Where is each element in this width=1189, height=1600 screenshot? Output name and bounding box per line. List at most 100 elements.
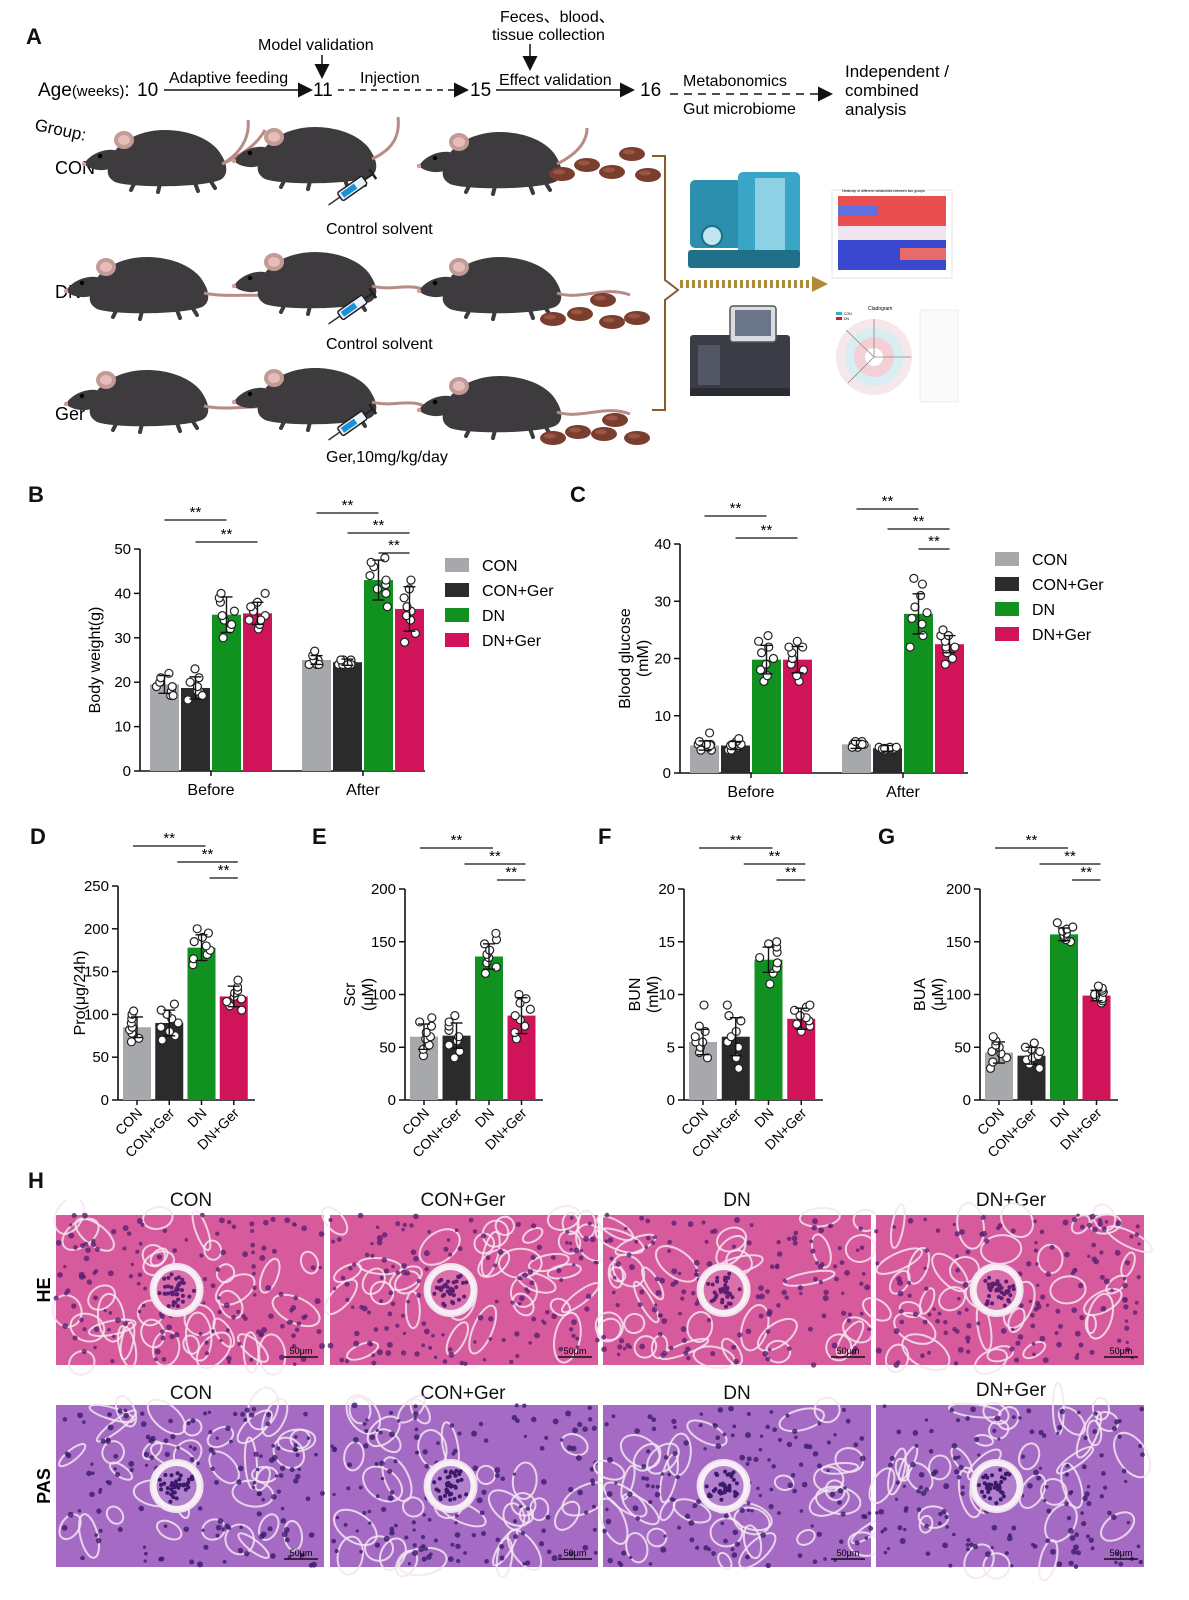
y-tick-label: 150 (946, 934, 971, 951)
micrograph-pas-0: 50μm (56, 1386, 325, 1568)
significance-label: ** (769, 848, 781, 865)
significance-label: ** (388, 537, 400, 554)
micrograph-he-3: 50μm (862, 1201, 1154, 1375)
y-tick-label: 100 (84, 1006, 109, 1023)
step-injection: Injection (360, 70, 420, 87)
micrograph-he-2: 50μm (594, 1207, 879, 1369)
panel-letter-g: G (878, 824, 896, 849)
significance-label: ** (882, 493, 894, 510)
analysis-line-3: analysis (845, 100, 906, 119)
scale-bar-label: 50μm (564, 1346, 587, 1356)
data-point (444, 1040, 454, 1050)
legend-label: DN+Ger (1032, 627, 1092, 644)
significance-label: ** (761, 522, 773, 539)
svg-text:Heatmap of different metabolit: Heatmap of different metabolites between… (842, 189, 925, 193)
significance-label: ** (913, 513, 925, 530)
data-point (702, 1053, 713, 1063)
y-axis-label: BUN (627, 978, 644, 1012)
data-point (226, 619, 237, 630)
y-axis-label: BUA (912, 978, 929, 1011)
legend-swatch-DN+Ger (445, 633, 469, 647)
bracket (652, 155, 680, 411)
histo-title-pas-dnger: DN+Ger (975, 1380, 1047, 1401)
data-point (722, 1000, 732, 1010)
histo-title-he-dnger: DN+Ger (975, 1190, 1047, 1211)
sequencer-icon (690, 305, 790, 396)
histo-title-he-dn: DN (723, 1190, 751, 1211)
data-point (201, 941, 211, 951)
data-point (406, 575, 416, 585)
data-point (399, 593, 409, 603)
y-axis-label: Pro(μg/24h) (72, 951, 89, 1036)
data-point (805, 1000, 815, 1010)
data-point (169, 999, 179, 1009)
significance-label: ** (342, 497, 354, 514)
data-point (400, 637, 410, 647)
data-point (736, 1016, 746, 1026)
step-effect: Effect validation (499, 72, 612, 89)
data-point (1068, 922, 1078, 932)
data-point (909, 573, 919, 583)
y-axis-label: Scr (342, 982, 359, 1007)
significance-label: ** (928, 533, 940, 550)
scale-bar-label: 50μm (290, 1548, 313, 1558)
histo-title-he-conger: CON+Ger (420, 1190, 506, 1211)
cladogram-thumbnail: Cladogram CON DN (836, 306, 959, 403)
heatmap-thumbnail: Heatmap of different metabolites between… (831, 189, 953, 279)
bar-DN+Ger-Before (243, 613, 272, 771)
data-point (217, 610, 227, 621)
y-tick-label: 10 (658, 987, 675, 1004)
data-point (260, 588, 270, 599)
data-point (768, 653, 779, 664)
significance-label: ** (221, 526, 233, 543)
data-point (988, 1057, 998, 1067)
scale-bar-label: 50μm (837, 1548, 860, 1558)
data-point (203, 928, 213, 938)
y-tick-label: 100 (371, 987, 396, 1004)
y-tick-label: 20 (658, 881, 675, 898)
data-point (444, 1017, 454, 1027)
x-tick-label: DN (751, 1105, 777, 1131)
data-point (190, 664, 200, 674)
bar-CON-After (302, 660, 331, 771)
significance-label: ** (451, 832, 463, 849)
analysis-line-2: combined (845, 81, 919, 100)
bar-CON+Ger-After (333, 662, 362, 771)
data-point (753, 636, 764, 646)
legend-label: CON+Ger (482, 583, 554, 600)
data-point (795, 1010, 805, 1021)
panel-letter-h: H (28, 1168, 44, 1193)
data-point (850, 736, 861, 747)
data-point (237, 1005, 247, 1015)
data-point (382, 602, 392, 612)
data-point (194, 673, 204, 683)
data-point (772, 937, 782, 947)
experiment-schematic: Age(weeks): 10 Adaptive feeding 11 Model… (33, 9, 959, 466)
analysis-line-1: Independent / (845, 62, 949, 81)
treatment-dn: Control solvent (326, 336, 433, 353)
data-point (216, 588, 226, 599)
y-axis-unit: (μM) (930, 978, 947, 1011)
data-point (372, 584, 382, 594)
bar-DN+Ger (1082, 995, 1111, 1100)
legend-label: DN+Ger (482, 633, 542, 650)
data-point (229, 606, 240, 616)
age-label: Age(weeks): (38, 80, 130, 101)
data-point (694, 1021, 704, 1031)
legend-label: CON (482, 558, 518, 575)
y-axis-label: Body weight(g) (87, 607, 104, 714)
x-tick-label: DN (184, 1105, 210, 1131)
data-point (156, 1022, 166, 1032)
data-point (792, 1019, 802, 1029)
data-point (450, 1010, 460, 1021)
histo-title-pas-con: CON (169, 1383, 213, 1404)
y-tick-label: 0 (663, 765, 671, 782)
y-tick-label: 200 (84, 921, 109, 938)
data-point (690, 1032, 700, 1042)
data-point (705, 728, 715, 738)
y-tick-label: 150 (84, 964, 109, 981)
micrograph-pas-2: 50μm (593, 1396, 887, 1571)
data-point (950, 642, 960, 652)
